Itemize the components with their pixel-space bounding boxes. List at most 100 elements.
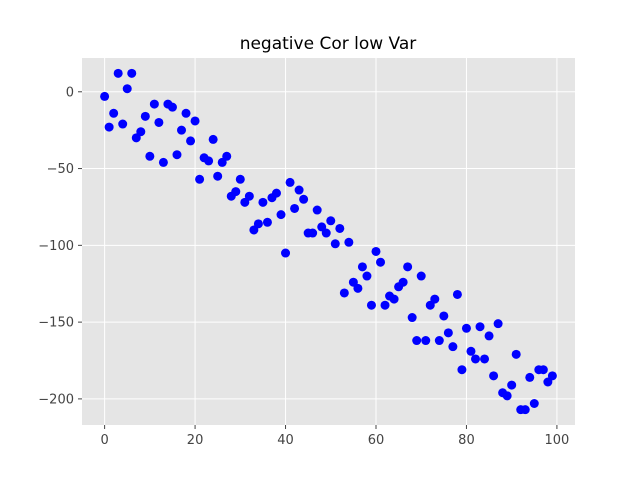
data-point [190, 116, 200, 126]
data-point [475, 322, 485, 332]
data-point [177, 125, 187, 135]
data-point [195, 174, 205, 184]
data-point [213, 171, 223, 181]
y-tick-label: −50 [47, 162, 74, 177]
data-point [167, 102, 177, 112]
data-point [113, 68, 123, 78]
data-point [484, 331, 494, 341]
x-tick-label: 80 [458, 433, 475, 448]
data-point [430, 294, 440, 304]
data-point [285, 177, 295, 187]
y-tick-label: 0 [66, 85, 74, 100]
data-point [208, 134, 218, 144]
data-point [538, 365, 548, 375]
x-tick-label: 40 [277, 433, 294, 448]
data-point [470, 354, 480, 364]
data-point [294, 185, 304, 195]
data-point [547, 371, 557, 381]
data-point [181, 108, 191, 118]
data-point [308, 228, 318, 238]
data-point [398, 277, 408, 287]
data-point [186, 136, 196, 146]
data-point [389, 294, 399, 304]
y-tick-label: −150 [38, 316, 74, 331]
data-point [240, 197, 250, 207]
data-point [204, 156, 214, 166]
data-point [258, 197, 268, 207]
data-point [122, 84, 132, 94]
data-point [104, 122, 114, 132]
data-point [100, 91, 110, 101]
data-point [158, 157, 168, 167]
x-tick-label: 60 [368, 433, 385, 448]
data-point [457, 365, 467, 375]
data-point [276, 210, 286, 220]
data-point [425, 300, 435, 310]
data-point [109, 108, 119, 118]
axis-ticks: 0 20 40 60 80 100 0 −50 −100 −150 −200 [38, 85, 569, 448]
data-point [461, 323, 471, 333]
data-point [312, 205, 322, 215]
data-point [376, 257, 386, 267]
data-point [443, 328, 453, 338]
data-point [412, 336, 422, 346]
data-point [407, 313, 417, 323]
data-point [353, 283, 363, 293]
data-point [489, 371, 499, 381]
data-point [434, 336, 444, 346]
data-point [145, 151, 155, 161]
data-points [100, 68, 557, 415]
chart-title: negative Cor low Var [240, 34, 417, 54]
data-point [439, 311, 449, 321]
data-point [249, 225, 259, 235]
data-point [154, 117, 164, 127]
data-point [290, 203, 300, 213]
data-point [131, 133, 141, 143]
data-point [321, 228, 331, 238]
data-point [271, 188, 281, 198]
plot-background [82, 58, 575, 425]
data-point [493, 319, 503, 329]
data-point [525, 372, 535, 382]
data-point [339, 288, 349, 298]
data-point [403, 262, 413, 272]
data-point [172, 150, 182, 160]
data-point [366, 300, 376, 310]
data-point [281, 248, 291, 258]
data-point [502, 391, 512, 401]
data-point [299, 194, 309, 204]
data-point [416, 271, 426, 281]
data-point [507, 380, 517, 390]
data-point [222, 151, 232, 161]
x-tick-label: 0 [100, 433, 108, 448]
x-tick-label: 20 [187, 433, 204, 448]
data-point [511, 349, 521, 359]
data-point [466, 346, 476, 356]
data-point [244, 191, 254, 201]
x-tick-label: 100 [544, 433, 569, 448]
data-point [380, 300, 390, 310]
data-point [149, 99, 159, 109]
data-point [371, 246, 381, 256]
data-point [348, 277, 358, 287]
data-point [543, 377, 553, 387]
data-point [344, 237, 354, 247]
data-point [529, 399, 539, 409]
data-point [118, 119, 128, 129]
data-point [231, 187, 241, 197]
data-point [421, 336, 431, 346]
data-point [235, 174, 245, 184]
y-tick-label: −100 [38, 239, 74, 254]
data-point [480, 354, 490, 364]
data-point [330, 239, 340, 249]
data-point [217, 157, 227, 167]
data-point [357, 262, 367, 272]
data-point [326, 216, 336, 226]
data-point [452, 289, 462, 299]
data-point [262, 217, 272, 227]
data-point [448, 342, 458, 352]
data-point [127, 68, 137, 78]
data-point [136, 127, 146, 137]
